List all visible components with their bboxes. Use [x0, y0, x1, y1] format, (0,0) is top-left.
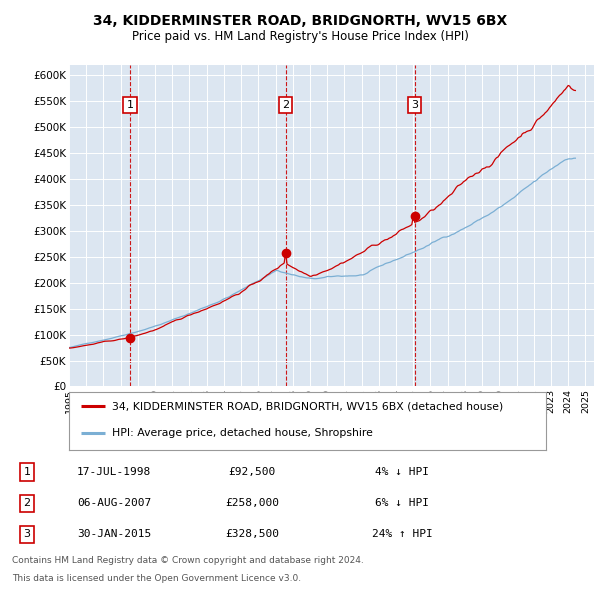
Text: 1: 1 [23, 467, 31, 477]
Text: HPI: Average price, detached house, Shropshire: HPI: Average price, detached house, Shro… [112, 428, 373, 438]
Text: £328,500: £328,500 [225, 529, 279, 539]
Text: 3: 3 [411, 100, 418, 110]
Text: 30-JAN-2015: 30-JAN-2015 [77, 529, 151, 539]
Text: 34, KIDDERMINSTER ROAD, BRIDGNORTH, WV15 6BX (detached house): 34, KIDDERMINSTER ROAD, BRIDGNORTH, WV15… [112, 401, 503, 411]
Text: £92,500: £92,500 [229, 467, 275, 477]
Text: Contains HM Land Registry data © Crown copyright and database right 2024.: Contains HM Land Registry data © Crown c… [12, 556, 364, 565]
Text: This data is licensed under the Open Government Licence v3.0.: This data is licensed under the Open Gov… [12, 574, 301, 583]
Text: 1: 1 [127, 100, 133, 110]
Text: Price paid vs. HM Land Registry's House Price Index (HPI): Price paid vs. HM Land Registry's House … [131, 30, 469, 43]
Text: 2: 2 [282, 100, 289, 110]
Text: £258,000: £258,000 [225, 498, 279, 508]
Text: 3: 3 [23, 529, 31, 539]
Text: 6% ↓ HPI: 6% ↓ HPI [375, 498, 429, 508]
Text: 34, KIDDERMINSTER ROAD, BRIDGNORTH, WV15 6BX: 34, KIDDERMINSTER ROAD, BRIDGNORTH, WV15… [93, 14, 507, 28]
Text: 17-JUL-1998: 17-JUL-1998 [77, 467, 151, 477]
Text: 4% ↓ HPI: 4% ↓ HPI [375, 467, 429, 477]
Text: 2: 2 [23, 498, 31, 508]
Text: 06-AUG-2007: 06-AUG-2007 [77, 498, 151, 508]
Text: 24% ↑ HPI: 24% ↑ HPI [371, 529, 433, 539]
